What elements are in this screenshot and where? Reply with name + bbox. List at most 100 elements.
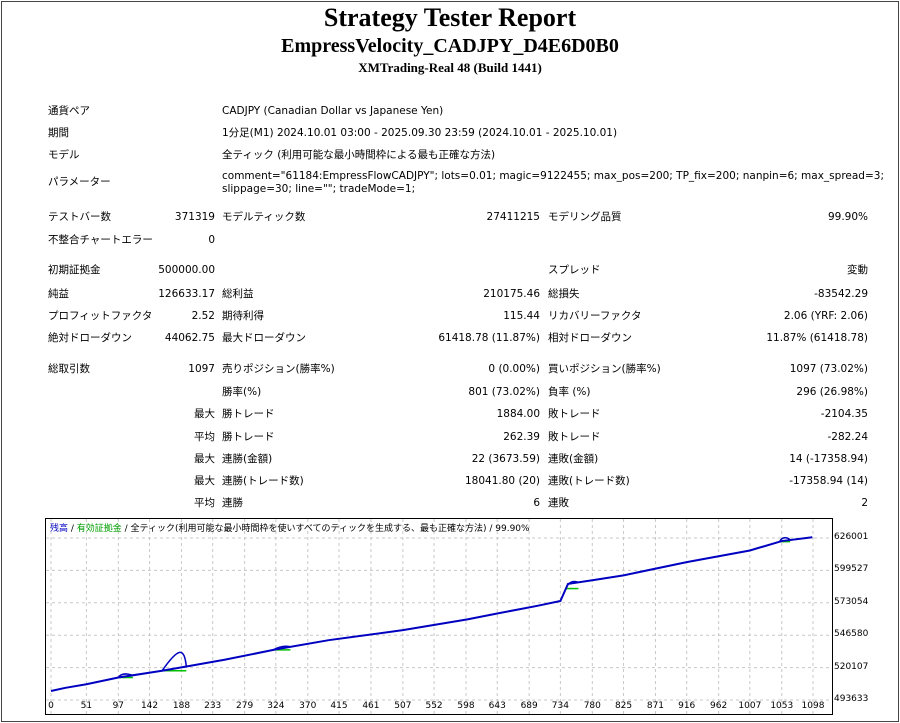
stat-label: 総取引数 xyxy=(48,363,90,375)
stat-value: -282.24 xyxy=(827,431,868,443)
info-label: モデル xyxy=(48,149,80,161)
balance-chart xyxy=(45,518,833,715)
x-tick-label: 188 xyxy=(172,701,191,711)
stat-label: モデリング品質 xyxy=(548,211,622,223)
stat-value: 44062.75 xyxy=(164,332,215,344)
x-tick-label: 461 xyxy=(362,701,380,711)
stat-value: 18041.80 (20) xyxy=(465,475,540,487)
stat-label: 連勝(金額) xyxy=(222,453,273,465)
stat-value: 1097 xyxy=(188,363,215,375)
stat-value: 210175.46 xyxy=(483,288,540,300)
stat-value: 99.90% xyxy=(827,211,868,223)
x-tick-label: 916 xyxy=(678,701,696,711)
stat-label: モデルティック数 xyxy=(222,211,306,223)
stat-value: 平均 xyxy=(194,431,215,443)
stat-value: 0 (0.00%) xyxy=(488,363,540,375)
stat-value: -83542.29 xyxy=(814,288,868,300)
stat-value: 変動 xyxy=(847,264,868,276)
stat-label: 勝トレード xyxy=(222,408,275,420)
stat-label: 買いポジション(勝率%) xyxy=(548,363,661,375)
x-tick-label: 871 xyxy=(646,701,665,711)
balance-line xyxy=(50,536,813,692)
x-tick-label: 97 xyxy=(112,701,125,711)
x-tick-label: 370 xyxy=(299,701,317,711)
stat-value: 最大 xyxy=(194,453,215,465)
expert-name: EmpressVelocity_CADJPY_D4E6D0B0 xyxy=(281,35,619,57)
stat-value: -17358.94 (14) xyxy=(789,475,868,487)
stat-value: 2 xyxy=(861,497,868,509)
x-tick-label: 598 xyxy=(457,701,475,711)
stat-value: 371319 xyxy=(174,211,215,223)
x-tick-label: 0 xyxy=(48,701,54,711)
stat-value: 11.87% (61418.78) xyxy=(766,332,868,344)
x-tick-label: 1053 xyxy=(770,701,794,711)
stat-label: テストバー数 xyxy=(48,211,111,223)
x-tick-label: 689 xyxy=(520,701,538,711)
stat-label: 不整合チャートエラー xyxy=(48,234,153,246)
y-tick-label: 599527 xyxy=(834,564,869,575)
x-tick-label: 552 xyxy=(425,701,443,711)
legend-sep: / xyxy=(68,524,77,534)
stat-value: 61418.78 (11.87%) xyxy=(438,332,540,344)
x-tick-label: 233 xyxy=(204,701,222,711)
stat-value: 27411215 xyxy=(486,211,540,223)
stat-label: 勝トレード xyxy=(222,431,275,443)
legend-model: / 全ティック(利用可能な最小時間枠を使いすべてのティックを生成する、最も正確な… xyxy=(121,524,530,534)
x-tick-label: 825 xyxy=(614,701,633,711)
y-tick-label: 573054 xyxy=(834,596,869,607)
info-value: 1分足(M1) 2024.10.01 03:00 - 2025.09.30 23… xyxy=(222,127,618,139)
stat-value: 最大 xyxy=(194,475,215,487)
x-tick-label: 324 xyxy=(267,701,285,711)
x-tick-label: 734 xyxy=(551,701,569,711)
stat-label: 負率 (%) xyxy=(548,386,591,398)
info-label: 期間 xyxy=(48,127,69,139)
x-tick-label: 279 xyxy=(236,701,254,711)
stat-value: 14 (-17358.94) xyxy=(789,453,868,465)
stat-label: 総利益 xyxy=(222,288,254,300)
stat-value: 801 (73.02%) xyxy=(468,386,540,398)
stat-label: 連勝 xyxy=(222,497,243,509)
stat-label: 連敗(トレード数) xyxy=(548,475,630,487)
chart-legend: 残高 / 有効証拠金 / 全ティック(利用可能な最小時間枠を使いすべてのティック… xyxy=(50,521,530,534)
x-tick-label: 507 xyxy=(394,701,412,711)
stat-value: 262.39 xyxy=(503,431,540,443)
stat-label: スプレッド xyxy=(548,264,601,276)
stat-value: 0 xyxy=(208,234,215,246)
info-value: CADJPY (Canadian Dollar vs Japanese Yen) xyxy=(222,105,444,117)
stat-value: 296 (26.98%) xyxy=(796,386,868,398)
x-tick-label: 142 xyxy=(140,701,159,711)
stat-value: 最大 xyxy=(194,408,215,420)
stat-value: 500000.00 xyxy=(158,264,215,276)
stat-label: 連勝(トレード数) xyxy=(222,475,304,487)
stat-label: 純益 xyxy=(48,288,69,300)
x-tick-label: 51 xyxy=(80,701,93,711)
info-label: 通貨ペア xyxy=(48,105,90,117)
info-value: 全ティック (利用可能な最小時間枠による最も正確な方法) xyxy=(222,149,496,161)
stat-value: 2.52 xyxy=(191,310,215,322)
legend-balance: 残高 xyxy=(50,524,69,534)
equity-bump xyxy=(161,651,188,672)
info-value: comment="61184:EmpressFlowCADJPY"; lots=… xyxy=(222,170,884,182)
stat-label: 連敗 xyxy=(548,497,569,509)
x-tick-label: 1098 xyxy=(801,701,825,711)
x-tick-label: 962 xyxy=(710,701,728,711)
stat-value: -2104.35 xyxy=(820,408,868,420)
legend-equity: 有効証拠金 xyxy=(76,524,122,534)
stat-label: 期待利得 xyxy=(222,310,264,322)
x-tick-label: 415 xyxy=(330,701,348,711)
report-title: Strategy Tester Report xyxy=(323,3,577,32)
stat-value: 22 (3673.59) xyxy=(471,453,540,465)
stat-label: 初期証拠金 xyxy=(48,264,101,276)
y-tick-label: 520107 xyxy=(834,661,869,672)
stat-label: 最大ドローダウン xyxy=(222,332,306,344)
stat-value: 6 xyxy=(533,497,540,509)
info-value-cont: slippage=30; line=""; tradeMode=1; xyxy=(222,183,416,195)
stat-label: 絶対ドローダウン xyxy=(48,332,132,344)
stat-label: プロフィットファクタ xyxy=(48,310,153,322)
x-tick-label: 643 xyxy=(488,701,506,711)
x-tick-label: 1007 xyxy=(738,701,762,711)
stat-value: 1884.00 xyxy=(496,408,540,420)
stat-value: 1097 (73.02%) xyxy=(789,363,868,375)
y-tick-label: 626001 xyxy=(834,532,869,542)
